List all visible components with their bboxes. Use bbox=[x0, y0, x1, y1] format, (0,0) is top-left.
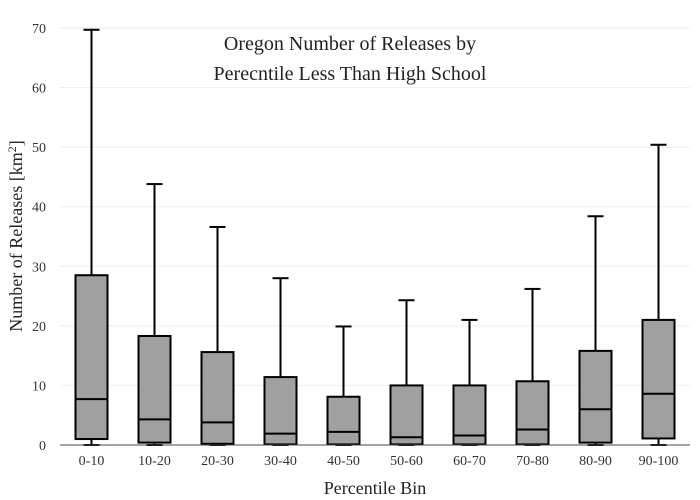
y-axis-title-superscript: 2 bbox=[5, 146, 19, 152]
x-tick-label: 50-60 bbox=[390, 454, 423, 469]
iqr-box bbox=[137, 334, 172, 444]
y-tick-label: 40 bbox=[32, 201, 46, 216]
box-40-50 bbox=[326, 325, 361, 446]
y-tick-label: 10 bbox=[32, 379, 46, 394]
chart-title-line-2: Perecntile Less Than High School bbox=[214, 63, 487, 85]
iqr-box bbox=[200, 351, 235, 445]
chart-title-line-1: Oregon Number of Releases by bbox=[224, 33, 476, 55]
box-50-60 bbox=[389, 299, 424, 446]
y-axis-title-suffix: ] bbox=[6, 140, 26, 146]
grid-layer bbox=[60, 27, 690, 386]
y-tick-label: 30 bbox=[32, 260, 46, 275]
y-tick-label: 50 bbox=[32, 141, 46, 156]
box-90-100 bbox=[641, 143, 676, 446]
y-axis-title: Number of Releases [km2] bbox=[5, 140, 26, 331]
x-tick-label: 60-70 bbox=[453, 454, 486, 469]
iqr-box bbox=[515, 380, 550, 446]
box-20-30 bbox=[200, 225, 235, 446]
iqr-box bbox=[578, 349, 613, 444]
x-axis-title: Percentile Bin bbox=[324, 478, 426, 498]
x-tick-label: 10-20 bbox=[138, 454, 171, 469]
x-tick-label: 0-10 bbox=[79, 454, 105, 469]
box-60-70 bbox=[452, 318, 487, 446]
y-tick-label: 0 bbox=[39, 439, 46, 454]
iqr-box bbox=[326, 395, 361, 446]
y-tick-label: 60 bbox=[32, 82, 46, 97]
label-layer: 0 10 20 30 40 50 60 70 0-10 10-20 20-30 30-40 40-50 5… bbox=[32, 22, 678, 469]
iqr-box bbox=[74, 274, 109, 441]
iqr-box bbox=[641, 318, 676, 440]
iqr-box bbox=[389, 384, 424, 446]
x-tick-label: 80-90 bbox=[579, 454, 612, 469]
y-tick-label: 70 bbox=[32, 22, 46, 37]
box-0-10 bbox=[74, 28, 109, 446]
y-axis-title-main: Number of Releases [km bbox=[6, 152, 26, 331]
box-80-90 bbox=[578, 215, 613, 446]
box-30-40 bbox=[263, 277, 298, 446]
y-tick-label: 20 bbox=[32, 320, 46, 335]
box-70-80 bbox=[515, 287, 550, 446]
x-tick-label: 90-100 bbox=[639, 454, 679, 469]
x-tick-label: 20-30 bbox=[201, 454, 234, 469]
x-tick-label: 40-50 bbox=[327, 454, 360, 469]
x-tick-label: 30-40 bbox=[264, 454, 297, 469]
x-tick-label: 70-80 bbox=[516, 454, 549, 469]
box-10-20 bbox=[137, 183, 172, 446]
box-layer bbox=[74, 28, 676, 446]
